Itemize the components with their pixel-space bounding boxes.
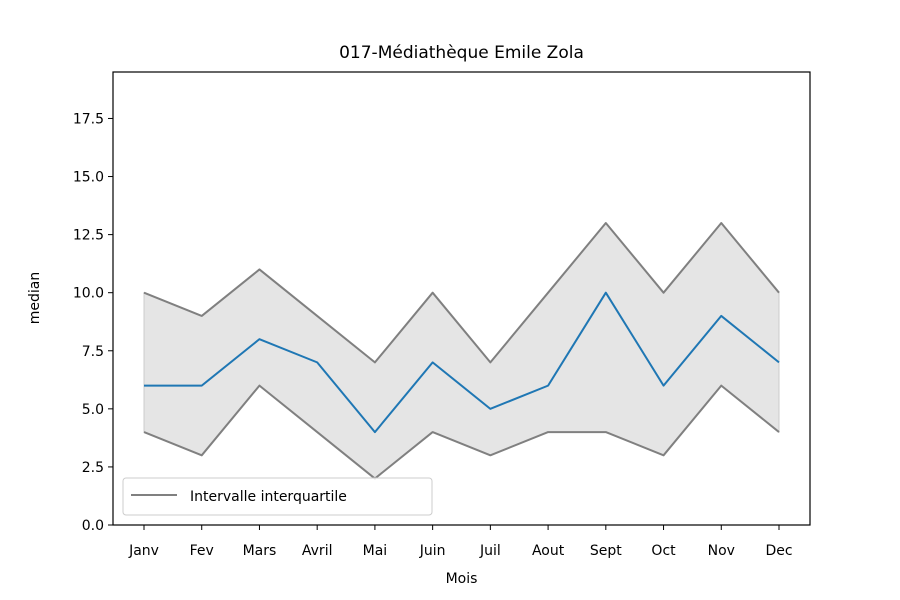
- y-axis-label: median: [27, 272, 43, 324]
- x-tick-label: Juin: [419, 543, 446, 559]
- series-line-median: [144, 291, 780, 434]
- series-line-q1: [143, 384, 780, 480]
- x-tick-label: Janv: [128, 543, 159, 559]
- x-tick-label: Aout: [532, 543, 565, 559]
- plot-area: Janv Fev Mars Avril Mai Juin Juil Aout Sept Oct No…: [73, 71, 811, 559]
- x-axis-label: Mois: [446, 571, 478, 587]
- x-tick-label: Fev: [190, 543, 214, 559]
- x-tick-label: Mai: [363, 543, 388, 559]
- chart-title: 017-Médiathèque Emile Zola: [339, 43, 584, 63]
- y-tick-label: 10.0: [73, 286, 104, 302]
- legend-label-iqr: Intervalle interquartile: [190, 489, 347, 505]
- y-tick-label: 7.5: [82, 344, 104, 360]
- x-tick-label: Sept: [590, 543, 622, 559]
- series-line-q3: [143, 222, 780, 364]
- y-tick-label: 2.5: [82, 460, 104, 476]
- x-tick-label: Avril: [302, 543, 333, 559]
- x-tick-label: Mars: [243, 543, 277, 559]
- y-tick-label: 15.0: [73, 170, 104, 186]
- y-tick-label: 0.0: [82, 518, 104, 534]
- legend: Intervalle interquartile: [122, 477, 433, 516]
- axes-frame: [112, 71, 811, 526]
- y-tick-label: 5.0: [82, 402, 104, 418]
- x-tick-label: Juil: [479, 543, 501, 559]
- x-tick-label: Dec: [765, 543, 792, 559]
- y-tick-label: 12.5: [73, 228, 104, 244]
- x-tick-label: Nov: [708, 543, 735, 559]
- legend-frame: [122, 477, 433, 516]
- y-tick-label: 17.5: [73, 111, 104, 127]
- x-tick-label: Oct: [651, 543, 676, 559]
